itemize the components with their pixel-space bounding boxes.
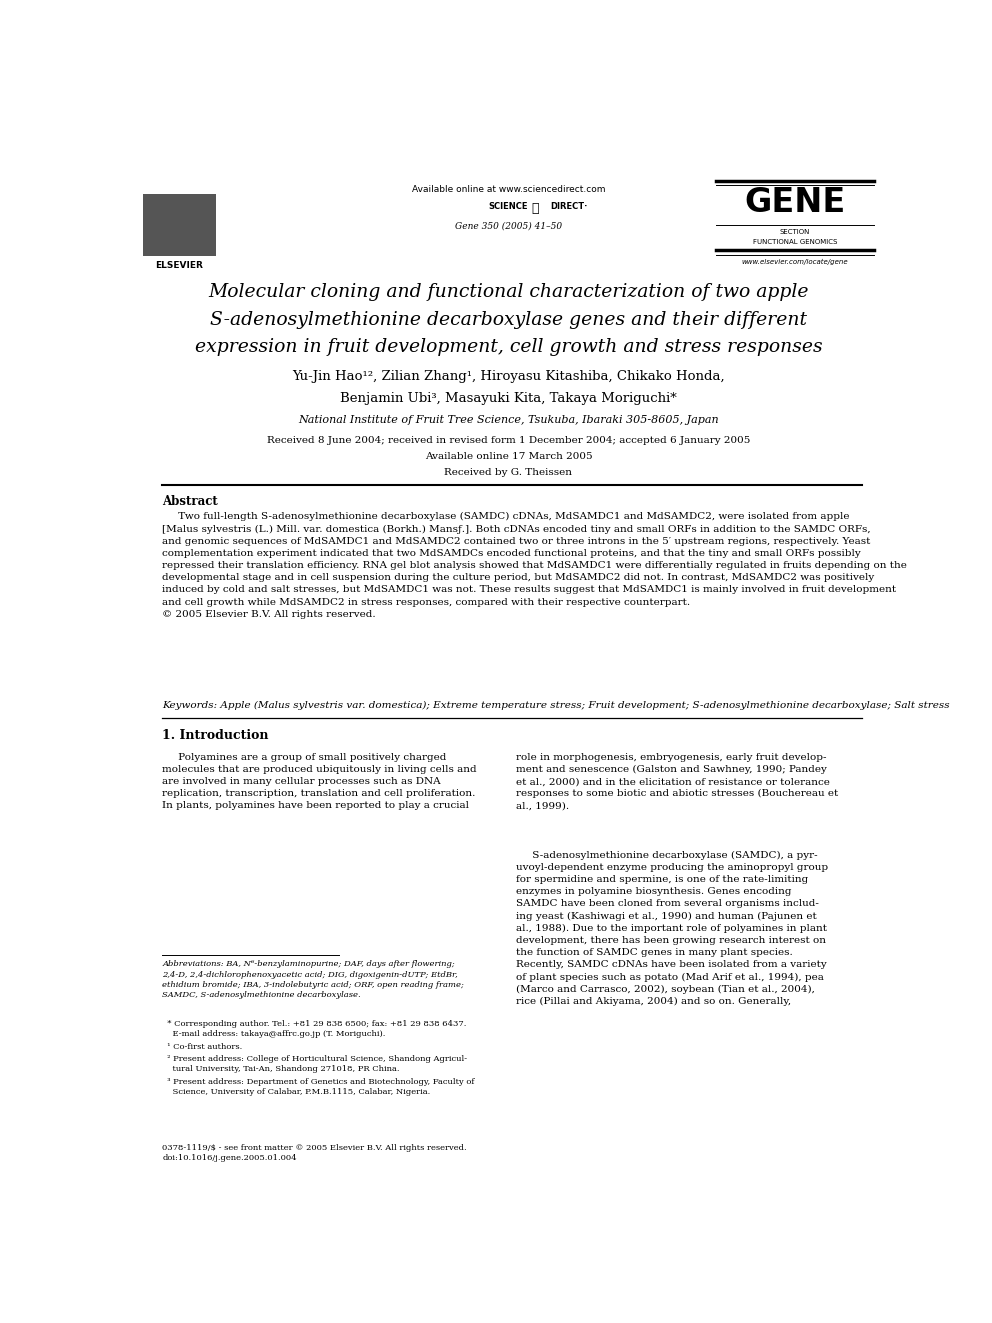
Text: DIRECT·: DIRECT· [551,201,588,210]
Text: Keywords: Apple (Malus sylvestris var. domestica); Extreme temperature stress; F: Keywords: Apple (Malus sylvestris var. d… [163,701,950,710]
Text: Available online at www.sciencedirect.com: Available online at www.sciencedirect.co… [412,185,605,194]
Text: Received by G. Theissen: Received by G. Theissen [444,468,572,478]
Text: ELSEVIER: ELSEVIER [156,261,203,270]
Text: Two full-length S-adenosylmethionine decarboxylase (SAMDC) cDNAs, MdSAMDC1 and M: Two full-length S-adenosylmethionine dec… [163,512,908,619]
Text: role in morphogenesis, embryogenesis, early fruit develop-
ment and senescence (: role in morphogenesis, embryogenesis, ea… [516,753,838,811]
Text: Yu-Jin Hao¹², Zilian Zhang¹, Hiroyasu Kitashiba, Chikako Honda,: Yu-Jin Hao¹², Zilian Zhang¹, Hiroyasu Ki… [292,369,725,382]
Text: www.elsevier.com/locate/gene: www.elsevier.com/locate/gene [741,258,848,265]
Text: Received 8 June 2004; received in revised form 1 December 2004; accepted 6 Janua: Received 8 June 2004; received in revise… [267,435,750,445]
Text: SCIENCE: SCIENCE [489,201,528,210]
Text: ⓐ: ⓐ [532,201,539,214]
Text: Benjamin Ubi³, Masayuki Kita, Takaya Moriguchi*: Benjamin Ubi³, Masayuki Kita, Takaya Mor… [340,392,677,405]
Text: Molecular cloning and functional characterization of two apple: Molecular cloning and functional charact… [208,283,808,302]
Text: 0378-1119/$ - see front matter © 2005 Elsevier B.V. All rights reserved.
doi:10.: 0378-1119/$ - see front matter © 2005 El… [163,1144,467,1162]
Text: S-adenosylmethionine decarboxylase (SAMDC), a pyr-
uvoyl-dependent enzyme produc: S-adenosylmethionine decarboxylase (SAMD… [516,851,828,1007]
Text: FUNCTIONAL GENOMICS: FUNCTIONAL GENOMICS [753,239,837,245]
Text: Polyamines are a group of small positively charged
molecules that are produced u: Polyamines are a group of small positive… [163,753,477,810]
Text: GENE: GENE [744,187,845,220]
Text: National Institute of Fruit Tree Science, Tsukuba, Ibaraki 305-8605, Japan: National Institute of Fruit Tree Science… [298,415,719,426]
Text: Available online 17 March 2005: Available online 17 March 2005 [425,452,592,462]
Text: S-adenosylmethionine decarboxylase genes and their different: S-adenosylmethionine decarboxylase genes… [210,311,806,328]
Text: SECTION: SECTION [780,229,809,235]
Text: ² Present address: College of Horticultural Science, Shandong Agricul-
    tural: ² Present address: College of Horticultu… [163,1056,467,1073]
Text: Abbreviations: BA, N⁶-benzylaminopurine; DAF, days after flowering;
2,4-D, 2,4-d: Abbreviations: BA, N⁶-benzylaminopurine;… [163,960,464,999]
Bar [143,194,216,255]
Text: ¹ Co-first authors.: ¹ Co-first authors. [163,1043,243,1050]
Text: Abstract: Abstract [163,495,218,508]
Text: expression in fruit development, cell growth and stress responses: expression in fruit development, cell gr… [194,339,822,356]
Text: * Corresponding author. Tel.: +81 29 838 6500; fax: +81 29 838 6437.
    E-mail : * Corresponding author. Tel.: +81 29 838… [163,1020,467,1037]
Text: Gene 350 (2005) 41–50: Gene 350 (2005) 41–50 [455,222,561,232]
Text: 1. Introduction: 1. Introduction [163,729,269,742]
Text: ³ Present address: Department of Genetics and Biotechnology, Faculty of
    Scie: ³ Present address: Department of Genetic… [163,1078,475,1095]
